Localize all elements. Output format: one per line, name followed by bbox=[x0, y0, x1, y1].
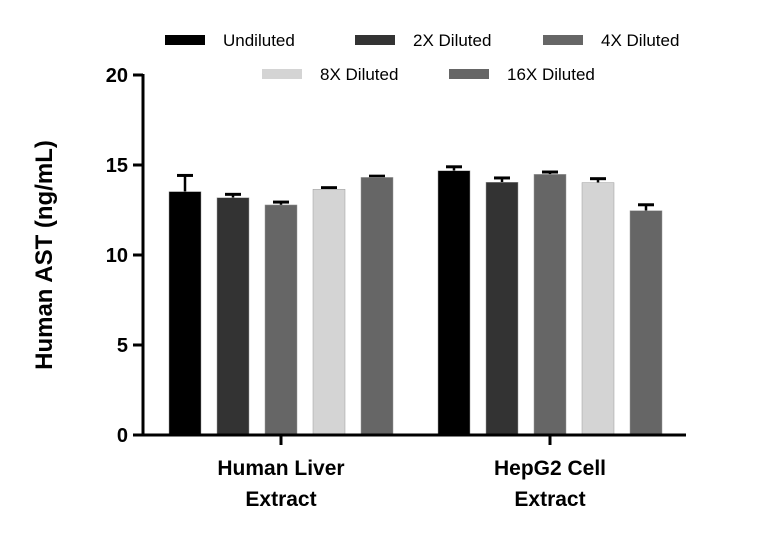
y-tick-label: 15 bbox=[106, 155, 128, 177]
bar-undiluted bbox=[437, 170, 471, 436]
x-category-label: Extract bbox=[514, 488, 585, 511]
y-tick-label: 5 bbox=[117, 335, 128, 357]
x-category-label: Human Liver bbox=[217, 457, 344, 480]
bar-2x-diluted bbox=[485, 182, 519, 436]
legend-label: 4X Diluted bbox=[601, 31, 679, 50]
legend-label: 16X Diluted bbox=[507, 65, 595, 84]
bar-undiluted bbox=[168, 191, 202, 436]
x-category-label: Extract bbox=[245, 488, 316, 511]
legend-swatch bbox=[355, 35, 395, 45]
bar-8x-diluted bbox=[312, 189, 346, 436]
legend-swatch bbox=[262, 69, 302, 79]
legend-swatch bbox=[165, 35, 205, 45]
legend-swatch bbox=[543, 35, 583, 45]
bar-8x-diluted bbox=[581, 182, 615, 436]
y-tick-label: 20 bbox=[106, 65, 128, 87]
bar-4x-diluted bbox=[264, 204, 298, 436]
y-tick-label: 0 bbox=[117, 425, 128, 447]
legend-label: Undiluted bbox=[223, 31, 295, 50]
legend: Undiluted 2X Diluted 4X Diluted 8X Diluted 1… bbox=[165, 31, 679, 84]
x-category-label: HepG2 Cell bbox=[494, 457, 606, 480]
bar-2x-diluted bbox=[216, 197, 250, 436]
y-axis-label: Human AST (ng/mL) bbox=[31, 140, 58, 370]
legend-label: 2X Diluted bbox=[413, 31, 491, 50]
bar-16x-diluted bbox=[629, 210, 663, 436]
legend-swatch bbox=[449, 69, 489, 79]
legend-label: 8X Diluted bbox=[320, 65, 398, 84]
bar-16x-diluted bbox=[360, 177, 394, 436]
bar-4x-diluted bbox=[533, 174, 567, 436]
y-tick-label: 10 bbox=[106, 245, 128, 267]
